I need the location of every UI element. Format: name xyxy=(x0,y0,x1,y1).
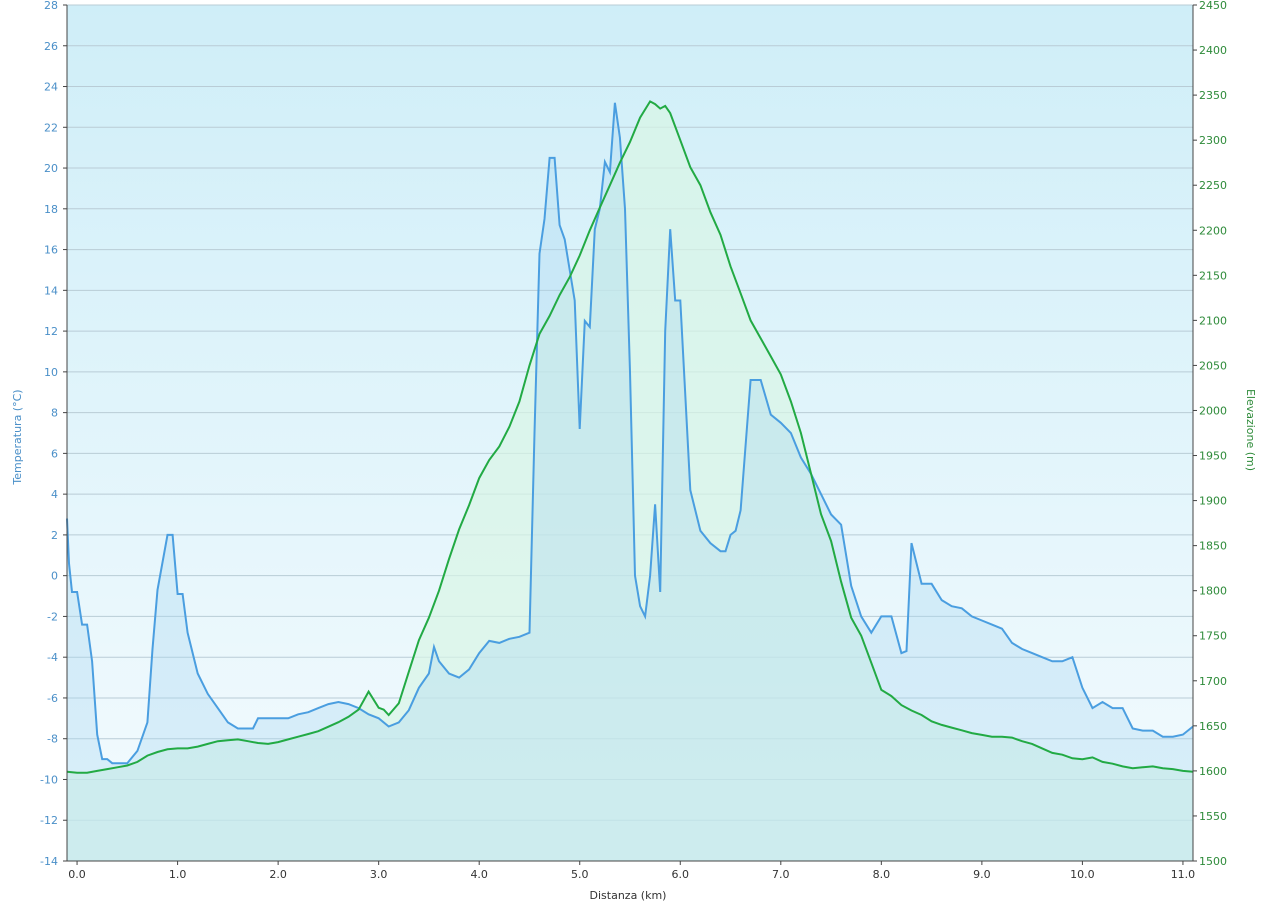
y-right-tick-label: 2150 xyxy=(1199,269,1227,282)
left-axis-title: Temperatura (°C) xyxy=(11,389,24,485)
y-left-tick-label: -2 xyxy=(47,610,58,623)
y-left-tick-label: 22 xyxy=(44,121,58,134)
x-axis-title: Distanza (km) xyxy=(590,889,667,902)
y-left-tick-label: -4 xyxy=(47,651,58,664)
y-left-tick-label: 10 xyxy=(44,366,58,379)
y-left-tick-label: -10 xyxy=(40,773,58,786)
y-right-tick-label: 1900 xyxy=(1199,495,1227,508)
y-right-tick-label: 1750 xyxy=(1199,630,1227,643)
x-tick-label: 9.0 xyxy=(973,868,991,881)
y-left-tick-label: -8 xyxy=(47,733,58,746)
x-tick-label: 3.0 xyxy=(370,868,388,881)
x-axis-ticks: 0.0 1.0 2.0 3.0 4.0 5.0 6.0 7.0 8.0 9.0 10.0 11.0 xyxy=(68,861,1195,881)
y-left-tick-label: 16 xyxy=(44,244,58,257)
y-right-tick-label: 1500 xyxy=(1199,855,1227,868)
x-tick-label: 10.0 xyxy=(1070,868,1095,881)
y-right-tick-label: 1950 xyxy=(1199,450,1227,463)
x-tick-label: 2.0 xyxy=(269,868,287,881)
y-right-tick-label: 2300 xyxy=(1199,134,1227,147)
y-right-tick-label: 2100 xyxy=(1199,314,1227,327)
y-left-tick-label: -6 xyxy=(47,692,58,705)
y-right-tick-label: 2050 xyxy=(1199,359,1227,372)
y-left-tick-label: 6 xyxy=(51,447,58,460)
y-right-tick-label: 1600 xyxy=(1199,765,1227,778)
y-right-tick-label: 1550 xyxy=(1199,810,1227,823)
x-tick-label: 4.0 xyxy=(470,868,488,881)
y-left-tick-label: 24 xyxy=(44,81,58,94)
right-axis-ticks: 1500 1550 1600 1650 1700 1750 1800 1850 1900 1950… xyxy=(1193,0,1227,868)
y-left-tick-label: 28 xyxy=(44,0,58,12)
y-left-tick-label: 26 xyxy=(44,40,58,53)
x-tick-label: 11.0 xyxy=(1171,868,1196,881)
left-axis-ticks: -14-12-10-8-6-4-202468101214161820222426… xyxy=(40,0,67,868)
y-left-tick-label: -14 xyxy=(40,855,58,868)
elevation-series-line xyxy=(66,100,1194,774)
right-axis-title: Elevazione (m) xyxy=(1244,389,1257,471)
y-left-tick-label: 14 xyxy=(44,284,58,297)
y-left-tick-label: 2 xyxy=(51,529,58,542)
x-tick-label: 6.0 xyxy=(672,868,690,881)
x-tick-label: 0.0 xyxy=(68,868,86,881)
y-left-tick-label: 4 xyxy=(51,488,58,501)
y-right-tick-label: 2350 xyxy=(1199,89,1227,102)
y-left-tick-label: 18 xyxy=(44,203,58,216)
y-left-tick-label: 12 xyxy=(44,325,58,338)
y-right-tick-label: 2400 xyxy=(1199,44,1227,57)
y-left-tick-label: -12 xyxy=(40,814,58,827)
y-right-tick-label: 2000 xyxy=(1199,404,1227,417)
y-right-tick-label: 1650 xyxy=(1199,720,1227,733)
y-left-tick-label: 0 xyxy=(51,570,58,583)
y-right-tick-label: 2450 xyxy=(1199,0,1227,12)
x-tick-label: 8.0 xyxy=(873,868,891,881)
x-tick-label: 5.0 xyxy=(571,868,589,881)
y-right-tick-label: 1700 xyxy=(1199,675,1227,688)
x-tick-label: 1.0 xyxy=(169,868,187,881)
y-right-tick-label: 1850 xyxy=(1199,540,1227,553)
y-right-tick-label: 2200 xyxy=(1199,224,1227,237)
y-left-tick-label: 20 xyxy=(44,162,58,175)
y-left-tick-label: 8 xyxy=(51,407,58,420)
elevation-area xyxy=(67,101,1193,861)
y-right-tick-label: 1800 xyxy=(1199,585,1227,598)
x-tick-label: 7.0 xyxy=(772,868,790,881)
y-right-tick-label: 2250 xyxy=(1199,179,1227,192)
temperature-area xyxy=(67,102,1193,862)
